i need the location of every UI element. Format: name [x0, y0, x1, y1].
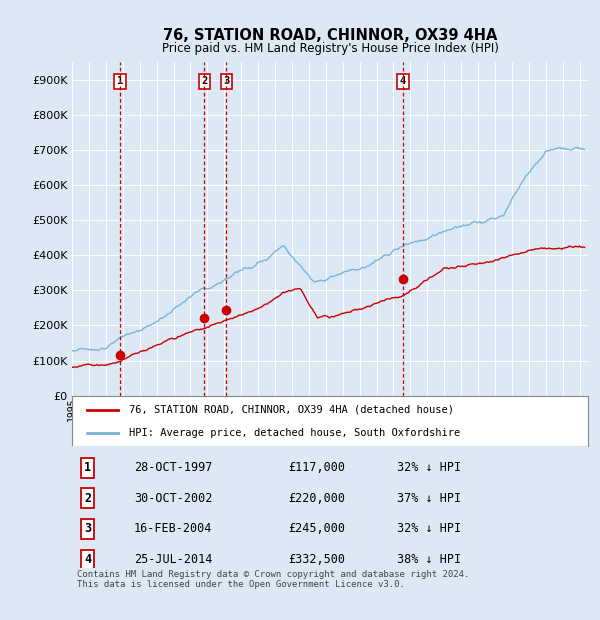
Text: 76, STATION ROAD, CHINNOR, OX39 4HA (detached house): 76, STATION ROAD, CHINNOR, OX39 4HA (det… — [129, 405, 454, 415]
Text: £117,000: £117,000 — [289, 461, 346, 474]
Text: Price paid vs. HM Land Registry's House Price Index (HPI): Price paid vs. HM Land Registry's House … — [161, 42, 499, 55]
Text: 2: 2 — [84, 492, 91, 505]
Text: 30-OCT-2002: 30-OCT-2002 — [134, 492, 212, 505]
Text: 32% ↓ HPI: 32% ↓ HPI — [397, 523, 461, 536]
Text: 38% ↓ HPI: 38% ↓ HPI — [397, 553, 461, 566]
Text: 2: 2 — [202, 76, 208, 86]
Text: 4: 4 — [400, 76, 406, 86]
Text: 16-FEB-2004: 16-FEB-2004 — [134, 523, 212, 536]
Text: 3: 3 — [223, 76, 229, 86]
Text: 1: 1 — [84, 461, 91, 474]
Text: 32% ↓ HPI: 32% ↓ HPI — [397, 461, 461, 474]
Text: 28-OCT-1997: 28-OCT-1997 — [134, 461, 212, 474]
Text: 37% ↓ HPI: 37% ↓ HPI — [397, 492, 461, 505]
Text: £245,000: £245,000 — [289, 523, 346, 536]
Text: 25-JUL-2014: 25-JUL-2014 — [134, 553, 212, 566]
Text: 76, STATION ROAD, CHINNOR, OX39 4HA: 76, STATION ROAD, CHINNOR, OX39 4HA — [163, 28, 497, 43]
Text: 3: 3 — [84, 523, 91, 536]
Text: 1: 1 — [117, 76, 123, 86]
Text: 4: 4 — [84, 553, 91, 566]
Text: HPI: Average price, detached house, South Oxfordshire: HPI: Average price, detached house, Sout… — [129, 428, 460, 438]
Text: £332,500: £332,500 — [289, 553, 346, 566]
Text: Contains HM Land Registry data © Crown copyright and database right 2024.
This d: Contains HM Land Registry data © Crown c… — [77, 570, 470, 589]
Text: £220,000: £220,000 — [289, 492, 346, 505]
